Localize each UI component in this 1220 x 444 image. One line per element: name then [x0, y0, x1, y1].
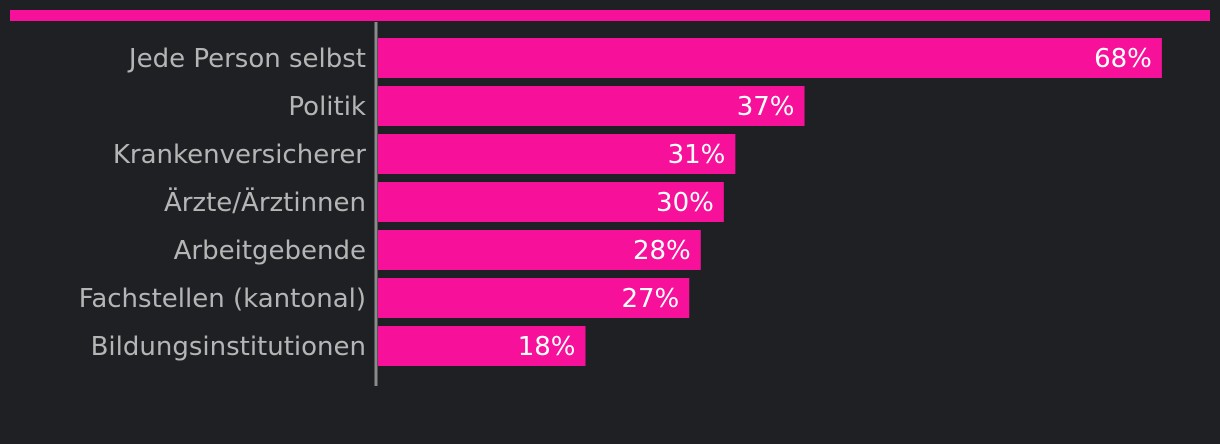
bar-4 — [378, 230, 701, 270]
bar-5 — [378, 278, 690, 318]
category-label-3: Ärzte/Ärztinnen — [164, 186, 366, 218]
category-label-5: Fachstellen (kantonal) — [79, 284, 366, 314]
value-label-1: 37% — [737, 92, 795, 122]
value-label-3: 30% — [656, 188, 714, 218]
bar-3 — [378, 182, 724, 222]
bar-1 — [378, 86, 805, 126]
value-label-0: 68% — [1094, 44, 1152, 74]
value-labels-group: 68% 37% 31% 30% 28% 27% 18% — [518, 44, 1152, 362]
value-label-5: 27% — [621, 284, 679, 314]
bar-6 — [378, 326, 586, 366]
category-label-2: Krankenversicherer — [113, 140, 366, 170]
category-label-1: Politik — [288, 92, 366, 122]
category-label-6: Bildungsinstitutionen — [91, 332, 366, 362]
bars-group — [378, 38, 1162, 366]
value-label-4: 28% — [633, 236, 691, 266]
bar-2 — [378, 134, 736, 174]
category-label-0: Jede Person selbst — [127, 44, 366, 74]
value-label-6: 18% — [518, 332, 576, 362]
category-labels-group: Jede Person selbst Politik Krankenversiche… — [79, 44, 367, 362]
value-label-2: 31% — [668, 140, 726, 170]
top-accent-bar — [10, 10, 1210, 21]
bar-0 — [378, 38, 1162, 78]
category-label-4: Arbeitgebende — [174, 236, 366, 266]
